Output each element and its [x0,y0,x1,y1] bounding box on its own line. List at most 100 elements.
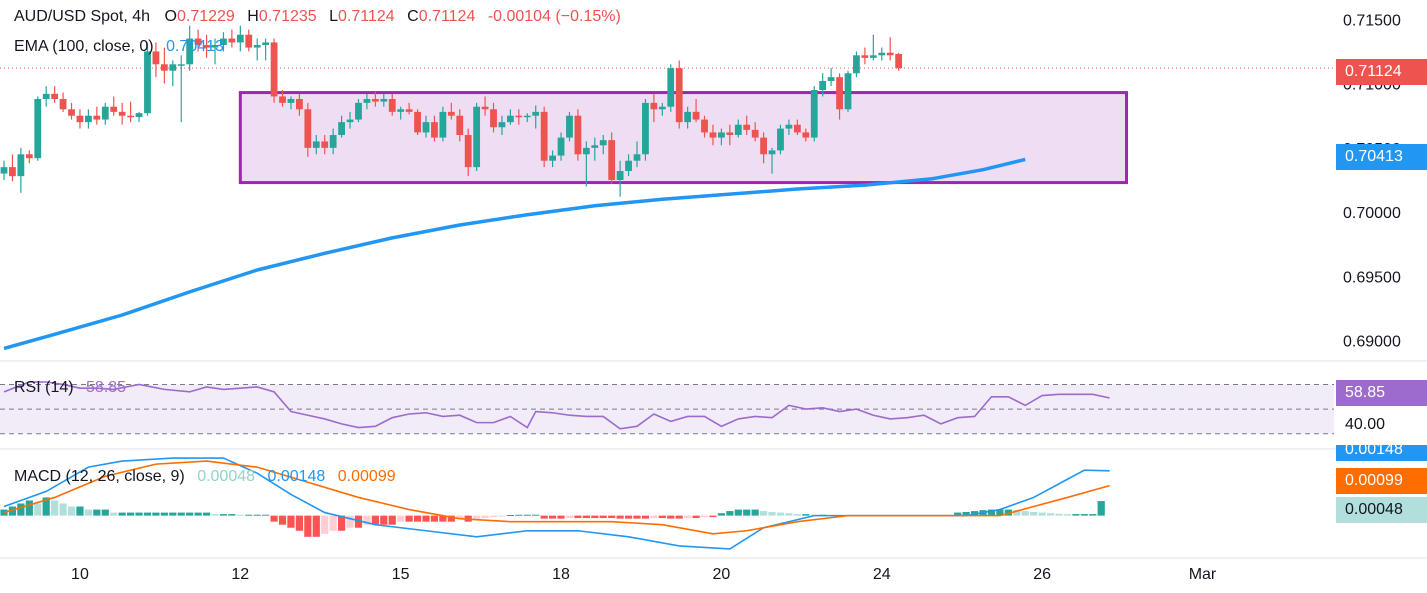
open-value: 0.71229 [176,8,235,25]
macd-histogram-bar [321,515,329,534]
macd-histogram-bar [34,503,42,516]
candle-body [329,135,337,148]
rsi-value-tag: 58.85 [1336,380,1427,406]
candle-body [59,99,67,110]
candle-body [642,102,649,155]
macd-histogram-bar [489,515,498,518]
candle-body [9,167,16,177]
macd-histogram-bar [574,515,582,519]
macd-histogram-bar [726,511,734,516]
candle-body [253,45,261,48]
candle-body [490,109,497,128]
ema-100-line [3,157,1026,351]
macd-histogram-bar [363,515,371,525]
last-price-tag: 0.71124 [1336,59,1427,85]
candle-body [135,113,143,117]
candle-body [211,45,219,48]
macd-histogram-bar [25,500,33,516]
macd-histogram-bar [422,515,430,522]
candle-body [844,73,852,110]
candle-body [498,122,506,128]
low-value: 0.71124 [338,8,395,25]
candle-body [692,111,700,120]
candle-body [101,106,109,120]
macd-histogram-bar [996,509,1004,516]
macd-histogram-bar [127,512,135,516]
axis-layer: 0.715000.710000.705000.700000.695000.690… [0,12,1427,583]
candle-body [203,45,210,48]
macd-histogram-bar [439,515,447,522]
candles-layer [0,25,903,197]
macd-histogram-bar [84,509,92,516]
macd-histogram-bar [304,515,312,537]
macd-histogram-bar [42,497,50,516]
candle-body [549,155,556,161]
candle-body [464,135,472,168]
macd-histogram-bar [700,515,709,518]
candle-body [414,111,421,133]
candle-body [338,122,345,135]
candle-body [34,99,42,159]
candle-body [118,111,126,116]
candle-body [582,147,590,155]
candle-body [869,55,877,58]
macd-histogram-bar [1089,514,1097,516]
macd-legend-label: MACD (12, 26, close, 9) [14,468,185,485]
candle-body [768,150,776,155]
macd-histogram-bar [186,512,194,516]
candle-body [380,99,388,102]
macd-histogram-bar [262,514,270,516]
macd-histogram-bar [565,515,574,519]
candle-body [270,42,278,97]
candle-body [802,132,810,138]
macd-histogram-bar [278,515,287,525]
macd-histogram-bar [93,509,101,516]
macd-histogram-bar [1021,511,1029,516]
macd-histogram-bar [152,512,160,516]
macd-histogram-bar [177,512,185,516]
candle-body [93,115,101,120]
macd-histogram-bar [751,509,759,516]
candle-body [599,140,607,146]
hist-value-tag: 0.00048 [1336,497,1427,523]
candle-body [760,137,767,155]
macd-histogram-bar [270,515,278,522]
time-axis-tick: Mar [1189,566,1217,583]
candle-body [574,115,582,155]
macd-histogram-bar [717,513,725,516]
candle-body [160,64,168,71]
macd-histogram-bar [523,514,531,516]
candle-body [726,132,734,135]
macd-histogram-bar [228,514,236,516]
candle-body [836,77,843,110]
rsi-legend-label: RSI (14) [14,379,74,396]
macd-histogram-bar [599,515,607,519]
candle-body [51,93,59,99]
macd-histogram-bar [675,515,683,519]
macd-histogram-bar [709,515,717,518]
candle-body [363,99,371,103]
macd-histogram-bar [760,511,768,516]
signal-value-tag: 0.00099 [1336,468,1427,494]
macd-histogram-bar [253,514,261,516]
macd-histogram-bar [1063,514,1072,516]
price-axis-tick: 0.69500 [1343,269,1401,286]
ema-price-tag: 0.70413 [1336,144,1427,170]
candle-body [709,132,717,138]
macd-histogram-bar [51,500,59,516]
rsi-line [3,381,1110,430]
macd-histogram-bar [734,509,742,516]
candle-body [650,102,658,110]
candle-body [68,109,75,116]
candle-body [405,109,413,112]
macd-histogram-bar [1046,513,1055,516]
candle-body [371,99,379,102]
candle-body [785,124,793,129]
macd-histogram-bar [1072,514,1080,516]
candle-body [110,106,118,112]
macd-histogram-bar [641,515,650,519]
macd-histogram-bar [380,515,388,525]
time-axis-tick: 18 [552,566,570,583]
